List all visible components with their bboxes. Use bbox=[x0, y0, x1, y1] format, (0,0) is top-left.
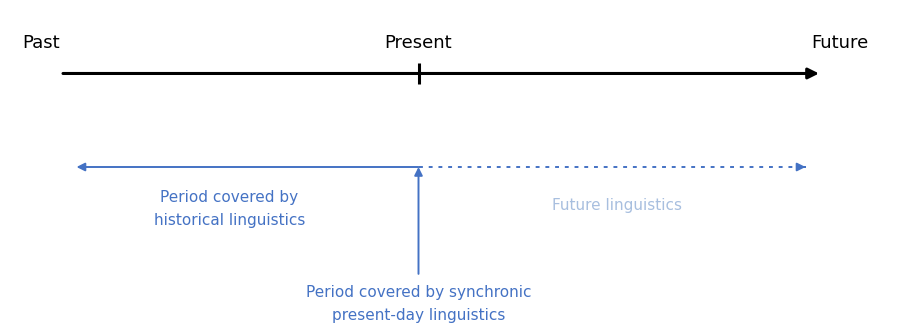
Text: Period covered by
historical linguistics: Period covered by historical linguistics bbox=[154, 190, 305, 228]
Text: Period covered by synchronic
present-day linguistics: Period covered by synchronic present-day… bbox=[306, 285, 531, 323]
Text: Past: Past bbox=[22, 34, 60, 52]
Text: Future: Future bbox=[811, 34, 868, 52]
Text: Present: Present bbox=[384, 34, 453, 52]
Text: Future linguistics: Future linguistics bbox=[552, 198, 681, 213]
